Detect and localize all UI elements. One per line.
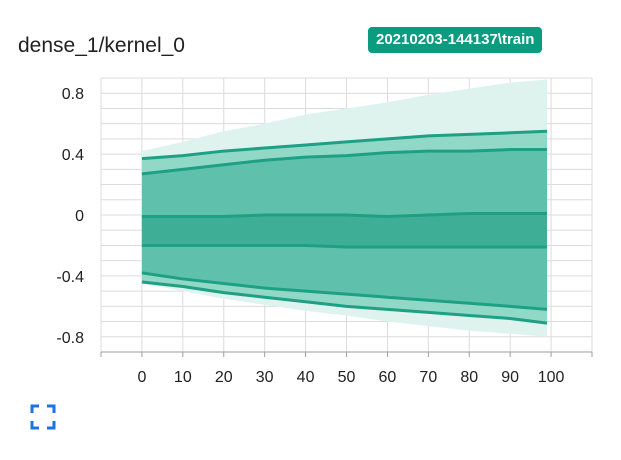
y-tick-label: -0.4: [56, 269, 84, 286]
histogram-chart: 0.8 0.4 0 -0.4 -0.8 0 10 20 30 40 50 60 70 80 90 100: [56, 77, 593, 386]
x-tick-label: 100: [538, 369, 565, 386]
y-tick-label: -0.8: [56, 330, 84, 347]
band-inner: [141, 213, 547, 247]
x-tick-label: 50: [338, 369, 356, 386]
run-badge: 20210203-144137\train: [368, 27, 543, 53]
fullscreen-icon[interactable]: [30, 404, 56, 430]
x-tick-label: 20: [215, 369, 233, 386]
fullscreen-icon-glyph: [30, 404, 56, 430]
series-line: [141, 280, 548, 325]
x-tick-label: 10: [174, 369, 192, 386]
x-tick-label: 30: [256, 369, 274, 386]
x-tick-label: 90: [501, 369, 519, 386]
x-tick-label: 0: [137, 369, 146, 386]
series-line: [141, 129, 548, 161]
x-tick-label: 60: [379, 369, 397, 386]
y-tick-label: 0.4: [62, 147, 84, 164]
series-line: [141, 148, 547, 176]
y-tick-label: 0: [75, 208, 84, 225]
series-line: [141, 211, 547, 219]
y-tick-label: 0.8: [62, 86, 84, 103]
x-tick-label: 70: [419, 369, 437, 386]
series-line: [141, 271, 548, 311]
chart-title: dense_1/kernel_0: [18, 34, 185, 57]
x-tick-label: 80: [460, 369, 478, 386]
series-line: [141, 243, 547, 249]
x-tick-label: 40: [297, 369, 315, 386]
